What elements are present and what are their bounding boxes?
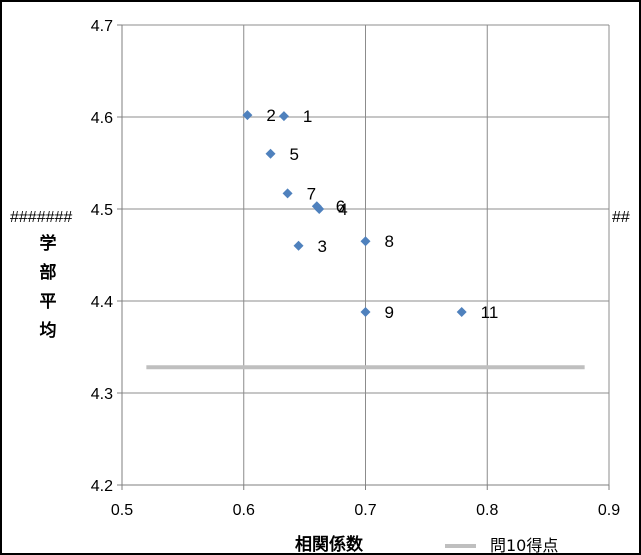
x-tick-label: 0.7	[354, 502, 376, 519]
legend: 問10得点	[445, 536, 558, 553]
data-point-marker	[360, 307, 371, 318]
legend-label: 問10得点	[490, 536, 558, 553]
y-tick-label: 4.4	[91, 294, 113, 311]
data-point-marker	[311, 201, 322, 212]
overflow-text-right: ##	[612, 209, 630, 226]
x-axis-title: 相関係数	[295, 534, 364, 553]
x-tick-label: 0.5	[111, 502, 133, 519]
data-point-label: 4	[338, 200, 347, 219]
x-tick-labels: 0.5 0.6 0.7 0.8 0.9	[111, 502, 620, 519]
data-point-label: 11	[481, 303, 499, 322]
y-tick-label: 4.3	[91, 386, 113, 403]
data-point-marker	[456, 307, 467, 318]
x-tick-label: 0.8	[476, 502, 498, 519]
data-point-label: 8	[385, 232, 394, 251]
grid	[122, 24, 610, 485]
data-point-marker	[265, 148, 276, 159]
data-points	[242, 110, 467, 318]
data-point-marker	[278, 111, 289, 122]
y-tick-label: 4.5	[91, 202, 113, 219]
data-point-label: 6	[336, 197, 345, 216]
y-tick-label: 4.2	[91, 478, 113, 495]
data-point-label: 5	[290, 145, 299, 164]
data-point-label: 9	[385, 303, 394, 322]
data-point-label: 1	[303, 107, 312, 126]
y-axis-title: 学部平均	[40, 233, 57, 341]
data-point-marker	[242, 110, 253, 121]
data-point-marker	[293, 240, 304, 251]
data-point-label: 3	[318, 237, 327, 256]
axes	[117, 24, 610, 490]
data-point-label: 2	[266, 106, 275, 125]
y-tick-label: 4.6	[91, 110, 113, 127]
point-labels: 1 2 34 5 6 7 8 9 11	[266, 106, 498, 322]
data-point-marker	[282, 188, 293, 199]
y-tick-label: 4.7	[91, 18, 113, 35]
overflow-text-left: #######	[10, 209, 72, 226]
data-point-marker	[360, 236, 371, 247]
data-point-label: 7	[307, 184, 316, 203]
y-tick-labels: 4.2 4.3 4.4 4.5 4.6 4.7	[91, 18, 113, 495]
x-tick-label: 0.6	[233, 502, 255, 519]
x-tick-label: 0.9	[598, 502, 620, 519]
